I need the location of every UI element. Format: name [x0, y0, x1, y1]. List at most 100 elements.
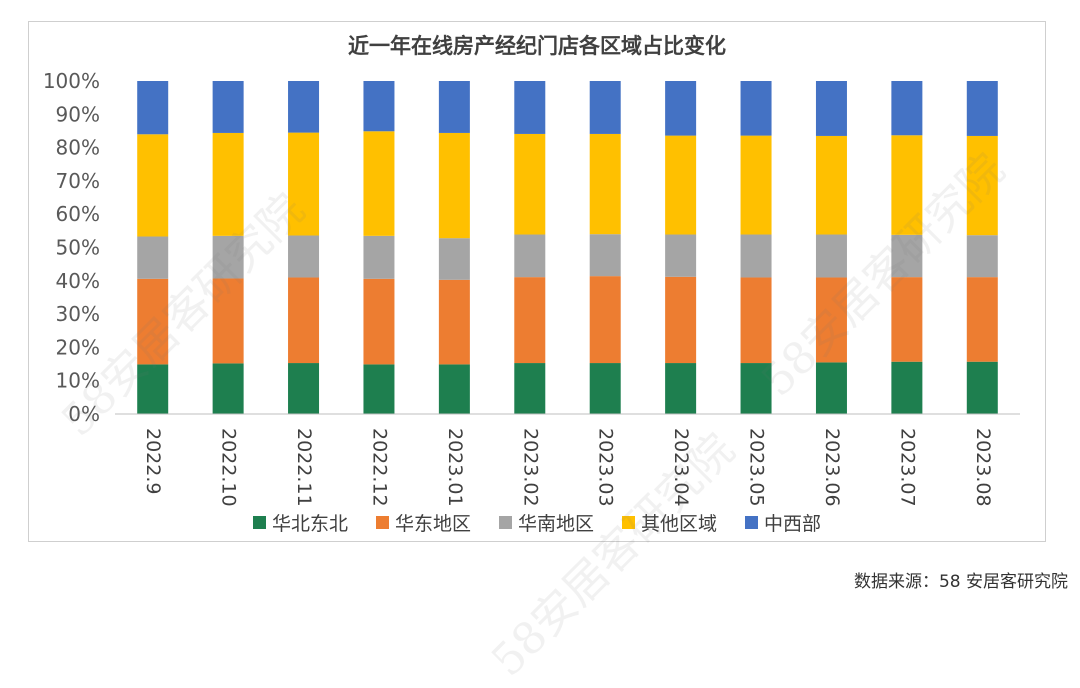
bar-segment: [966, 361, 998, 414]
bar-segment: [514, 277, 546, 364]
bar-segment: [665, 81, 697, 136]
bar-segment: [589, 363, 621, 414]
bar-segment: [288, 132, 320, 236]
bar-segment: [514, 81, 546, 134]
bar-segment: [438, 81, 470, 133]
bar-segment: [891, 81, 923, 136]
bar-segment: [740, 81, 772, 136]
bar-segment: [363, 278, 395, 365]
bar-segment: [966, 81, 998, 136]
bar-segment: [589, 234, 621, 277]
chart-title: 近一年在线房产经纪门店各区域占比变化: [348, 34, 726, 58]
bar-segment: [288, 277, 320, 364]
x-tick-label: 2022.10: [218, 428, 240, 507]
bar-segment: [966, 235, 998, 278]
bar-segment: [137, 81, 169, 135]
y-tick-label: 60%: [56, 202, 100, 226]
x-tick-label: 2022.9: [142, 428, 164, 494]
bar-segment: [891, 234, 923, 278]
legend-label: 华北东北: [271, 513, 348, 535]
legend-swatch: [745, 516, 759, 529]
bar-segment: [815, 277, 847, 363]
legend-label: 其他区域: [641, 513, 718, 535]
x-tick-label: 2022.11: [293, 428, 315, 507]
bar-segment: [212, 235, 244, 279]
bar-segment: [438, 279, 470, 365]
bar-segment: [665, 363, 697, 414]
legend-item: 华北东北: [252, 509, 348, 536]
bar-segment: [363, 131, 395, 236]
bar-segment: [665, 135, 697, 235]
y-tick-label: 70%: [56, 169, 100, 193]
legend-item: 华南地区: [498, 509, 594, 536]
bar-segment: [891, 361, 923, 414]
bar-segment: [665, 276, 697, 364]
bar-segment: [137, 134, 169, 237]
x-tick-label: 2023.05: [746, 428, 768, 507]
x-tick-label: 2023.02: [519, 428, 541, 507]
x-tick-label: 2023.04: [670, 428, 692, 507]
bar-segment: [288, 363, 320, 414]
bar-segment: [740, 277, 772, 364]
bar-segment: [514, 133, 546, 235]
y-tick-label: 30%: [56, 302, 100, 326]
legend-swatch: [375, 516, 389, 529]
x-tick-label: 2023.08: [972, 428, 994, 507]
bar-segment: [363, 364, 395, 414]
legend-item: 华东地区: [375, 509, 471, 536]
bar-segment: [438, 238, 470, 280]
bar-segment: [891, 277, 923, 362]
y-tick-label: 50%: [56, 236, 100, 260]
source-note: 数据来源：58 安居客研究院: [853, 572, 1068, 592]
bar-segment: [212, 278, 244, 364]
bar-segment: [137, 278, 169, 365]
bar-segment: [514, 363, 546, 414]
y-tick-label: 10%: [56, 369, 100, 393]
bar-segment: [438, 132, 470, 239]
stacked-bar-chart: 0% 10% 20% 30% 40% 50% 60% 70% 80% 90% 100% 2022.9 2…: [43, 69, 1020, 507]
y-tick-label: 100%: [43, 69, 100, 93]
x-tick-label: 2023.06: [821, 428, 843, 507]
legend-label: 中西部: [764, 513, 822, 535]
x-tick-label: 2023.01: [444, 428, 466, 507]
bar-segment: [740, 363, 772, 414]
bar-segment: [288, 81, 320, 133]
bar-segment: [363, 81, 395, 132]
bar-segment: [288, 235, 320, 278]
bar-segment: [815, 362, 847, 414]
bar-segment: [212, 363, 244, 414]
bar-segment: [212, 81, 244, 133]
bar-segment: [966, 277, 998, 362]
y-tick-label: 40%: [56, 269, 100, 293]
y-tick-label: 90%: [56, 102, 100, 126]
legend-swatch: [498, 516, 512, 529]
bar-segment: [815, 81, 847, 136]
bar-segment: [589, 276, 621, 364]
y-tick-label: 20%: [56, 335, 100, 359]
x-tick-label: 2023.07: [896, 428, 918, 507]
bar-segment: [589, 81, 621, 134]
legend-item: 中西部: [745, 509, 821, 536]
bar-segment: [815, 135, 847, 235]
bar-segment: [438, 364, 470, 414]
x-tick-label: 2022.12: [368, 428, 390, 507]
bar-segment: [665, 234, 697, 277]
bar-segment: [740, 135, 772, 235]
legend-swatch: [252, 516, 266, 529]
legend: 华北东北 华东地区 华南地区 其他区域 中西部: [28, 509, 1046, 536]
bar-segment: [966, 135, 998, 236]
x-tick-label: 2023.03: [595, 428, 617, 507]
bar-segment: [514, 234, 546, 278]
legend-item: 其他区域: [622, 509, 717, 536]
bar-segment: [363, 235, 395, 279]
bar-segment: [212, 132, 244, 236]
y-tick-label: 80%: [56, 136, 100, 160]
legend-swatch: [622, 516, 635, 529]
legend-label: 华东地区: [394, 513, 471, 535]
bar-segment: [137, 236, 169, 279]
y-tick-label: 0%: [68, 402, 100, 426]
bar-segment: [589, 133, 621, 235]
bar-segment: [891, 135, 923, 235]
bar-segment: [815, 234, 847, 278]
bar-segment: [137, 364, 169, 414]
